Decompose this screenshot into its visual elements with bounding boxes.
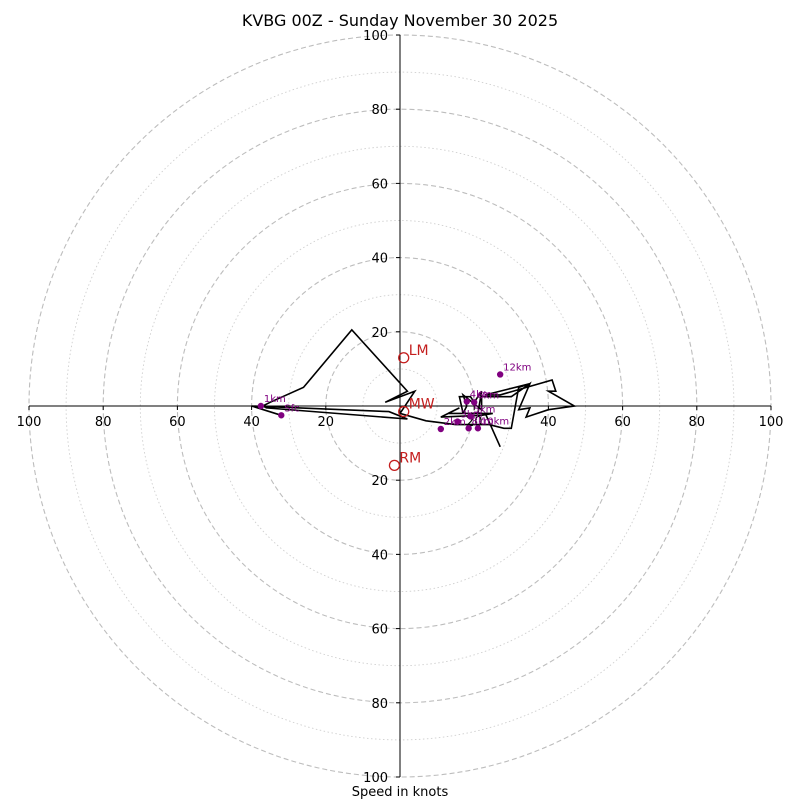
height-label-1km: 1km xyxy=(264,394,286,405)
storm-motion-RM xyxy=(388,459,401,472)
y-tick-label: 20 xyxy=(371,474,388,489)
y-tick-labels: 100 80 60 40 20 20 40 60 80 100 xyxy=(363,29,400,786)
x-tick-label: 20 xyxy=(318,415,335,430)
y-tick-label: 20 xyxy=(371,326,388,341)
y-tick-label: 100 xyxy=(363,29,388,44)
x-tick-label: 40 xyxy=(540,415,557,430)
y-tick-label: 100 xyxy=(363,771,388,786)
storm-motion-MW xyxy=(398,405,410,418)
chart-title: KVBG 00Z - Sunday November 30 2025 xyxy=(242,11,558,30)
x-tick-label: 100 xyxy=(759,415,784,430)
height-marker-4km xyxy=(463,398,470,405)
storm-motion-label-MW: MW xyxy=(409,397,435,413)
y-tick-label: 80 xyxy=(371,103,388,118)
x-tick-label: 80 xyxy=(95,415,112,430)
height-marker-6km xyxy=(471,399,478,406)
height-label-10km: 10km xyxy=(481,416,509,427)
y-tick-label: 80 xyxy=(371,697,388,712)
y-tick-label: 60 xyxy=(371,623,388,638)
height-label-6km: 6km xyxy=(477,390,499,401)
height-label-5km: 5km xyxy=(473,404,495,415)
x-tick-label: 40 xyxy=(243,415,260,430)
height-marker-1km xyxy=(257,402,265,410)
storm-motion-LM xyxy=(398,352,410,364)
height-marker-3km xyxy=(454,418,461,425)
y-tick-label: 40 xyxy=(371,548,388,563)
x-tick-labels: 100 80 60 40 20 20 40 60 80 100 xyxy=(17,406,784,430)
height-marker-5km xyxy=(467,413,474,420)
height-label-8km: 8km xyxy=(472,416,494,427)
height-marker-10km xyxy=(474,425,482,432)
height-marker-2km xyxy=(437,425,445,433)
storm-motion-label-LM: LM xyxy=(409,343,429,359)
x-tick-label: 60 xyxy=(614,415,631,430)
height-label-12km: 12km xyxy=(503,362,531,373)
height-label-Sfc: Sfc xyxy=(284,403,299,414)
y-tick-label: 40 xyxy=(371,252,388,267)
height-marker-12km xyxy=(496,371,504,378)
hodograph-trace xyxy=(251,328,577,448)
height-marker-Sfc xyxy=(278,412,285,419)
x-tick-label: 60 xyxy=(169,415,186,430)
y-tick-label: 60 xyxy=(371,177,388,192)
height-marker-8km xyxy=(465,425,472,432)
x-tick-label: 100 xyxy=(17,415,42,430)
storm-motion-label-RM: RM xyxy=(399,450,421,466)
height-label-4km: 4km xyxy=(470,390,492,401)
x-tick-label: 80 xyxy=(689,415,706,430)
height-markers: Sfc1km2km3km4km5km6km8km10km12km xyxy=(257,362,531,433)
x-axis-label: Speed in knots xyxy=(352,785,449,800)
storm-motions: LM MW RM xyxy=(388,343,435,472)
